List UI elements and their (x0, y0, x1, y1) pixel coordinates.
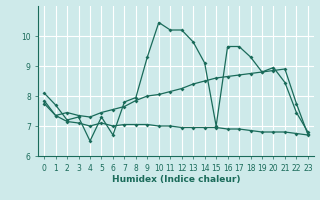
X-axis label: Humidex (Indice chaleur): Humidex (Indice chaleur) (112, 175, 240, 184)
